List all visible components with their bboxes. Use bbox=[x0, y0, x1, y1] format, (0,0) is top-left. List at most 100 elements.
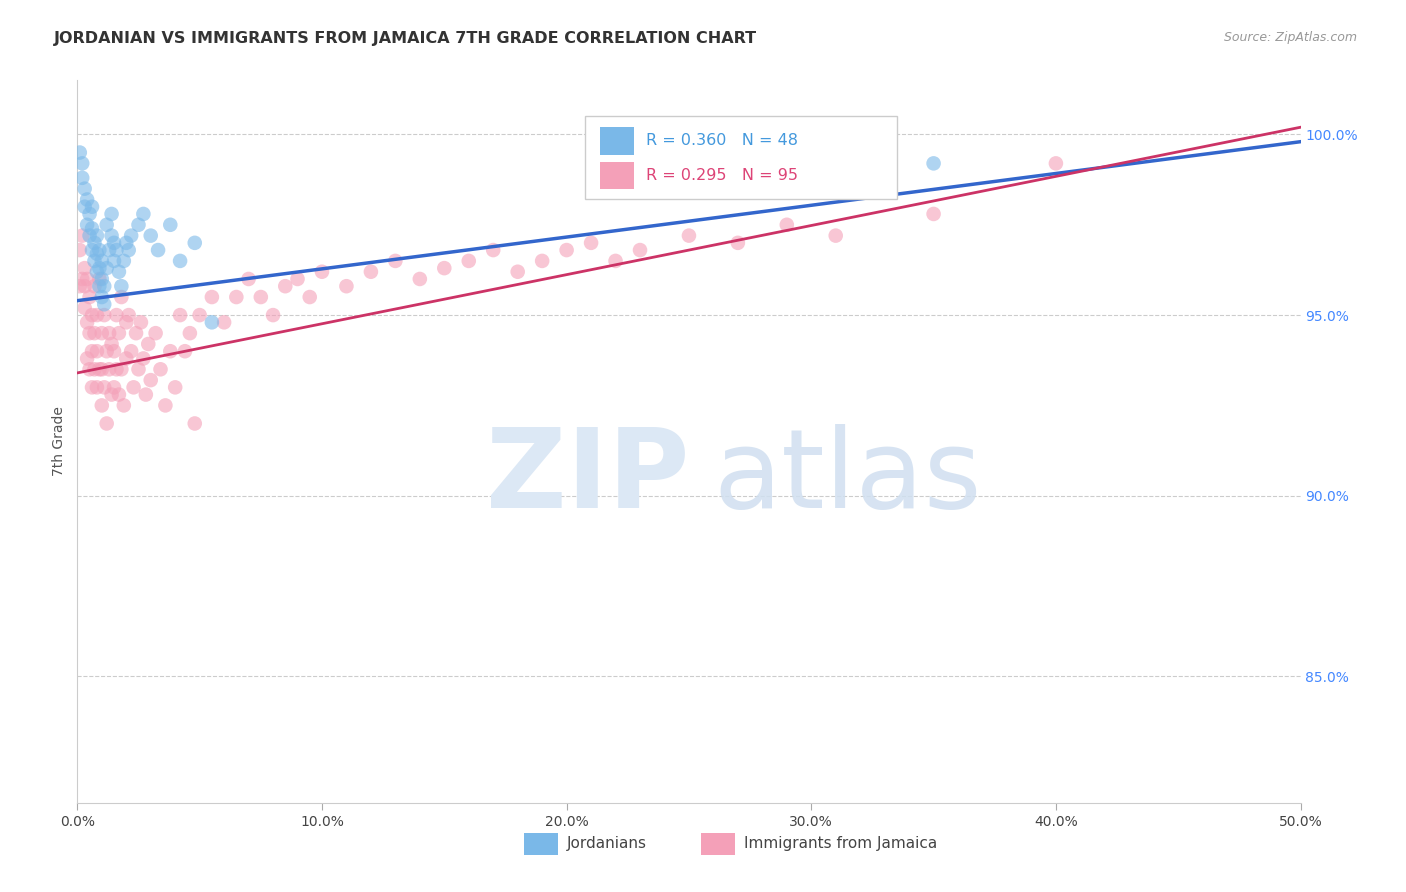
Point bbox=[145, 326, 167, 340]
Point bbox=[79, 290, 101, 304]
Point bbox=[506, 265, 529, 279]
Point bbox=[100, 337, 122, 351]
Point bbox=[93, 279, 115, 293]
Point bbox=[169, 253, 191, 268]
Text: JORDANIAN VS IMMIGRANTS FROM JAMAICA 7TH GRADE CORRELATION CHART: JORDANIAN VS IMMIGRANTS FROM JAMAICA 7TH… bbox=[53, 31, 756, 46]
Point bbox=[103, 235, 125, 250]
Text: Immigrants from Jamaica: Immigrants from Jamaica bbox=[744, 837, 938, 852]
Point bbox=[98, 362, 121, 376]
Point bbox=[159, 344, 181, 359]
Point bbox=[136, 337, 159, 351]
FancyBboxPatch shape bbox=[585, 117, 897, 200]
Point bbox=[132, 351, 155, 366]
Point bbox=[120, 344, 142, 359]
FancyBboxPatch shape bbox=[702, 833, 735, 855]
Text: Jordanians: Jordanians bbox=[567, 837, 647, 852]
Point bbox=[212, 315, 235, 329]
Point bbox=[76, 193, 98, 207]
Point bbox=[115, 351, 138, 366]
Point bbox=[90, 326, 112, 340]
Point bbox=[108, 387, 131, 401]
Point bbox=[149, 362, 172, 376]
Point bbox=[115, 315, 138, 329]
Point bbox=[922, 207, 945, 221]
Text: ZIP: ZIP bbox=[485, 425, 689, 531]
Point bbox=[69, 279, 91, 293]
Point bbox=[112, 253, 135, 268]
Point bbox=[184, 235, 207, 250]
Point bbox=[127, 218, 149, 232]
Point bbox=[89, 261, 111, 276]
Point bbox=[90, 272, 112, 286]
Point bbox=[80, 243, 103, 257]
Point bbox=[83, 279, 105, 293]
Point bbox=[250, 290, 273, 304]
Point bbox=[105, 308, 128, 322]
Point bbox=[122, 380, 145, 394]
Point bbox=[605, 253, 627, 268]
Point bbox=[110, 362, 132, 376]
Point bbox=[86, 265, 108, 279]
Point bbox=[93, 308, 115, 322]
Point bbox=[86, 344, 108, 359]
FancyBboxPatch shape bbox=[599, 162, 634, 189]
Point bbox=[274, 279, 297, 293]
Point bbox=[89, 362, 111, 376]
Point bbox=[70, 156, 93, 170]
Point bbox=[184, 417, 207, 431]
Point bbox=[100, 207, 122, 221]
Point bbox=[155, 398, 177, 412]
Point bbox=[287, 272, 309, 286]
Point bbox=[73, 200, 96, 214]
Point bbox=[457, 253, 479, 268]
Text: Source: ZipAtlas.com: Source: ZipAtlas.com bbox=[1223, 31, 1357, 45]
Point bbox=[384, 253, 406, 268]
Point bbox=[89, 272, 111, 286]
Point bbox=[96, 218, 118, 232]
Point bbox=[1045, 156, 1067, 170]
Point bbox=[96, 261, 118, 276]
Point bbox=[179, 326, 201, 340]
Point bbox=[433, 261, 456, 276]
Point bbox=[225, 290, 247, 304]
Point bbox=[70, 170, 93, 185]
Point bbox=[86, 228, 108, 243]
Point bbox=[100, 228, 122, 243]
Point bbox=[335, 279, 357, 293]
Point bbox=[73, 261, 96, 276]
Point bbox=[159, 218, 181, 232]
Point bbox=[76, 218, 98, 232]
Point bbox=[73, 181, 96, 195]
Point bbox=[79, 326, 101, 340]
Point bbox=[80, 344, 103, 359]
Point bbox=[73, 301, 96, 315]
Point bbox=[579, 235, 602, 250]
Point bbox=[76, 351, 98, 366]
Point bbox=[103, 380, 125, 394]
Point bbox=[96, 417, 118, 431]
Y-axis label: 7th Grade: 7th Grade bbox=[52, 407, 66, 476]
Point bbox=[118, 243, 141, 257]
Point bbox=[115, 235, 138, 250]
Point bbox=[80, 221, 103, 235]
Point bbox=[678, 228, 700, 243]
Point bbox=[83, 253, 105, 268]
Point bbox=[98, 243, 121, 257]
Point bbox=[79, 207, 101, 221]
Point bbox=[73, 279, 96, 293]
Point bbox=[90, 290, 112, 304]
Point bbox=[98, 326, 121, 340]
FancyBboxPatch shape bbox=[524, 833, 558, 855]
Point bbox=[80, 200, 103, 214]
Point bbox=[108, 265, 131, 279]
Point bbox=[531, 253, 554, 268]
Point bbox=[824, 228, 846, 243]
Point bbox=[83, 326, 105, 340]
Point bbox=[69, 243, 91, 257]
Point bbox=[103, 253, 125, 268]
Point bbox=[262, 308, 284, 322]
Text: R = 0.295   N = 95: R = 0.295 N = 95 bbox=[647, 169, 799, 183]
Point bbox=[90, 398, 112, 412]
Point bbox=[70, 228, 93, 243]
Point bbox=[188, 308, 211, 322]
